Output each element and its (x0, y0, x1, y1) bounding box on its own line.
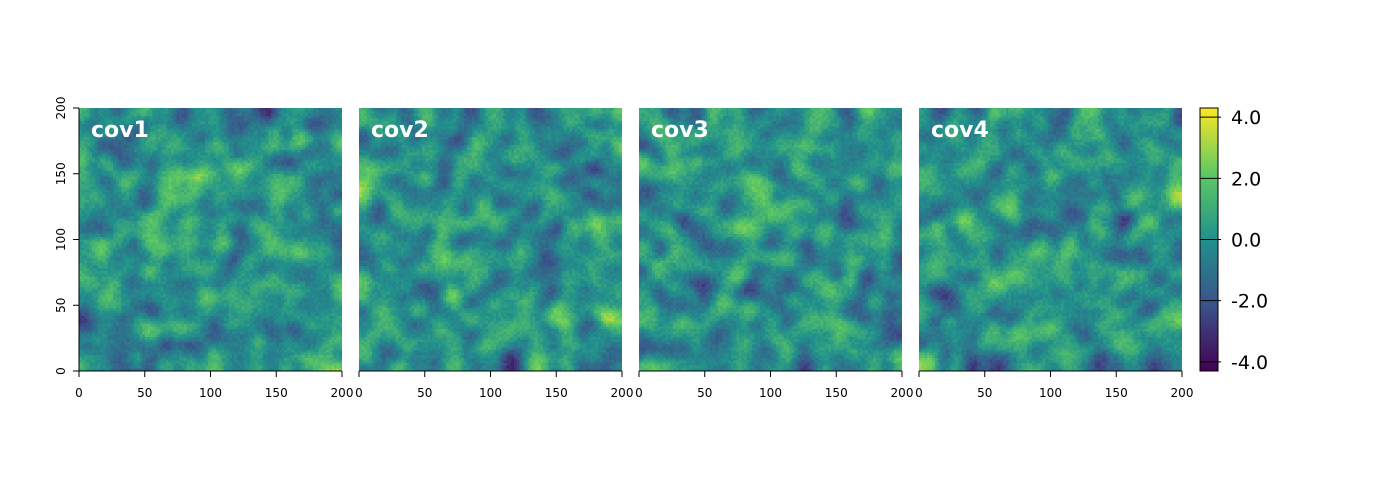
x-tick-label: 200 (1171, 386, 1194, 400)
x-tick-label: 100 (199, 386, 222, 400)
raster-cov2 (359, 108, 622, 371)
colorbar-tick-label: -2.0 (1231, 291, 1268, 313)
panel-label: cov4 (931, 118, 989, 143)
raster-cov1 (79, 108, 342, 371)
x-tick-label: 150 (545, 386, 568, 400)
x-tick-label: 150 (265, 386, 288, 400)
x-tick-label: 50 (137, 386, 152, 400)
x-tick-label: 50 (977, 386, 992, 400)
x-tick-label: 200 (611, 386, 634, 400)
x-tick-label: 0 (635, 386, 643, 400)
panel-cov1: cov1 0 50 100 150 200 0 50 100 150 200 (54, 97, 353, 400)
y-tick-label: 100 (54, 228, 68, 251)
x-tick-label: 50 (417, 386, 432, 400)
colorbar-tick-label: -4.0 (1231, 352, 1268, 374)
panel-cov4: cov4 0 50 100 150 200 (915, 108, 1193, 400)
x-tick-label: 0 (75, 386, 83, 400)
y-tick-label: 150 (54, 162, 68, 185)
colorbar-tick-label: 0.0 (1231, 230, 1261, 252)
colorbar-tick-label: 4.0 (1231, 107, 1261, 129)
x-tick-label: 150 (825, 386, 848, 400)
x-tick-label: 0 (915, 386, 923, 400)
x-tick-label: 100 (479, 386, 502, 400)
x-tick-label: 200 (331, 386, 354, 400)
y-tick-label: 50 (54, 298, 68, 313)
panel-label: cov3 (651, 118, 709, 143)
colorbar: 4.0 2.0 0.0 -2.0 -4.0 (1199, 107, 1268, 374)
panel-label: cov1 (91, 118, 149, 143)
y-tick-label: 0 (54, 367, 68, 375)
x-tick-label: 100 (1039, 386, 1062, 400)
x-tick-label: 100 (759, 386, 782, 400)
y-tick-label: 200 (54, 97, 68, 120)
x-tick-label: 50 (697, 386, 712, 400)
x-tick-label: 0 (355, 386, 363, 400)
panel-label: cov2 (371, 118, 429, 143)
x-tick-label: 150 (1105, 386, 1128, 400)
panel-cov2: cov2 0 50 100 150 200 (355, 108, 633, 400)
colorbar-tick-label: 2.0 (1231, 168, 1261, 190)
panel-cov3: cov3 0 50 100 150 200 (635, 108, 913, 400)
raster-cov3 (639, 108, 902, 371)
x-tick-label: 200 (891, 386, 914, 400)
raster-cov4 (919, 108, 1182, 371)
